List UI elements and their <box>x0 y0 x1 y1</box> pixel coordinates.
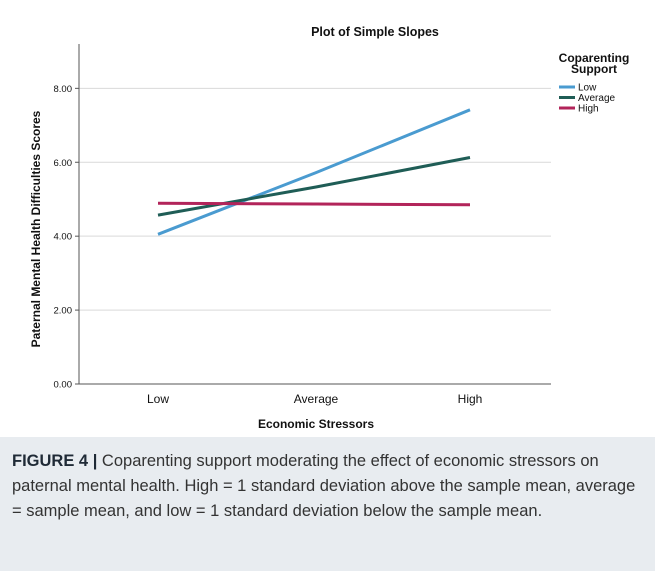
y-tick-label: 6.00 <box>54 158 73 169</box>
series-line-average <box>157 156 471 217</box>
x-tick-label: Low <box>147 392 169 406</box>
series-lines <box>157 108 471 236</box>
y-tick-label: 4.00 <box>54 232 73 243</box>
y-tick-label: 8.00 <box>54 84 73 95</box>
y-axis-label: Paternal Mental Health Difficulties Scor… <box>29 110 43 347</box>
series-line-low <box>157 108 471 236</box>
figure-caption: FIGURE 4 | Coparenting support moderatin… <box>0 437 655 571</box>
x-tick-label: High <box>458 392 483 406</box>
caption-label: FIGURE 4 <box>12 452 89 470</box>
x-axis-label: Economic Stressors <box>258 417 374 431</box>
x-tick-label: Average <box>294 392 339 406</box>
y-tick-label: 0.00 <box>54 380 73 391</box>
caption-text: Coparenting support moderating the effec… <box>12 452 636 520</box>
tick-labels: 0.00 2.00 4.00 6.00 8.00 Low Average High <box>54 84 483 406</box>
legend-label-low: Low <box>578 83 597 94</box>
legend-title: Coparenting Support <box>559 51 630 76</box>
chart-background <box>0 0 655 437</box>
caption-separator: | <box>92 452 98 470</box>
axes <box>75 44 551 385</box>
gridlines <box>79 87 551 311</box>
chart-title: Plot of Simple Slopes <box>311 25 439 39</box>
series-line-high <box>157 201 471 207</box>
y-tick-label: 2.00 <box>54 306 73 317</box>
legend-label-high: High <box>578 104 599 115</box>
legend-label-average: Average <box>578 93 616 104</box>
chart: Plot of Simple Slopes 0.00 2.00 4.00 6.00 8.… <box>0 0 655 437</box>
